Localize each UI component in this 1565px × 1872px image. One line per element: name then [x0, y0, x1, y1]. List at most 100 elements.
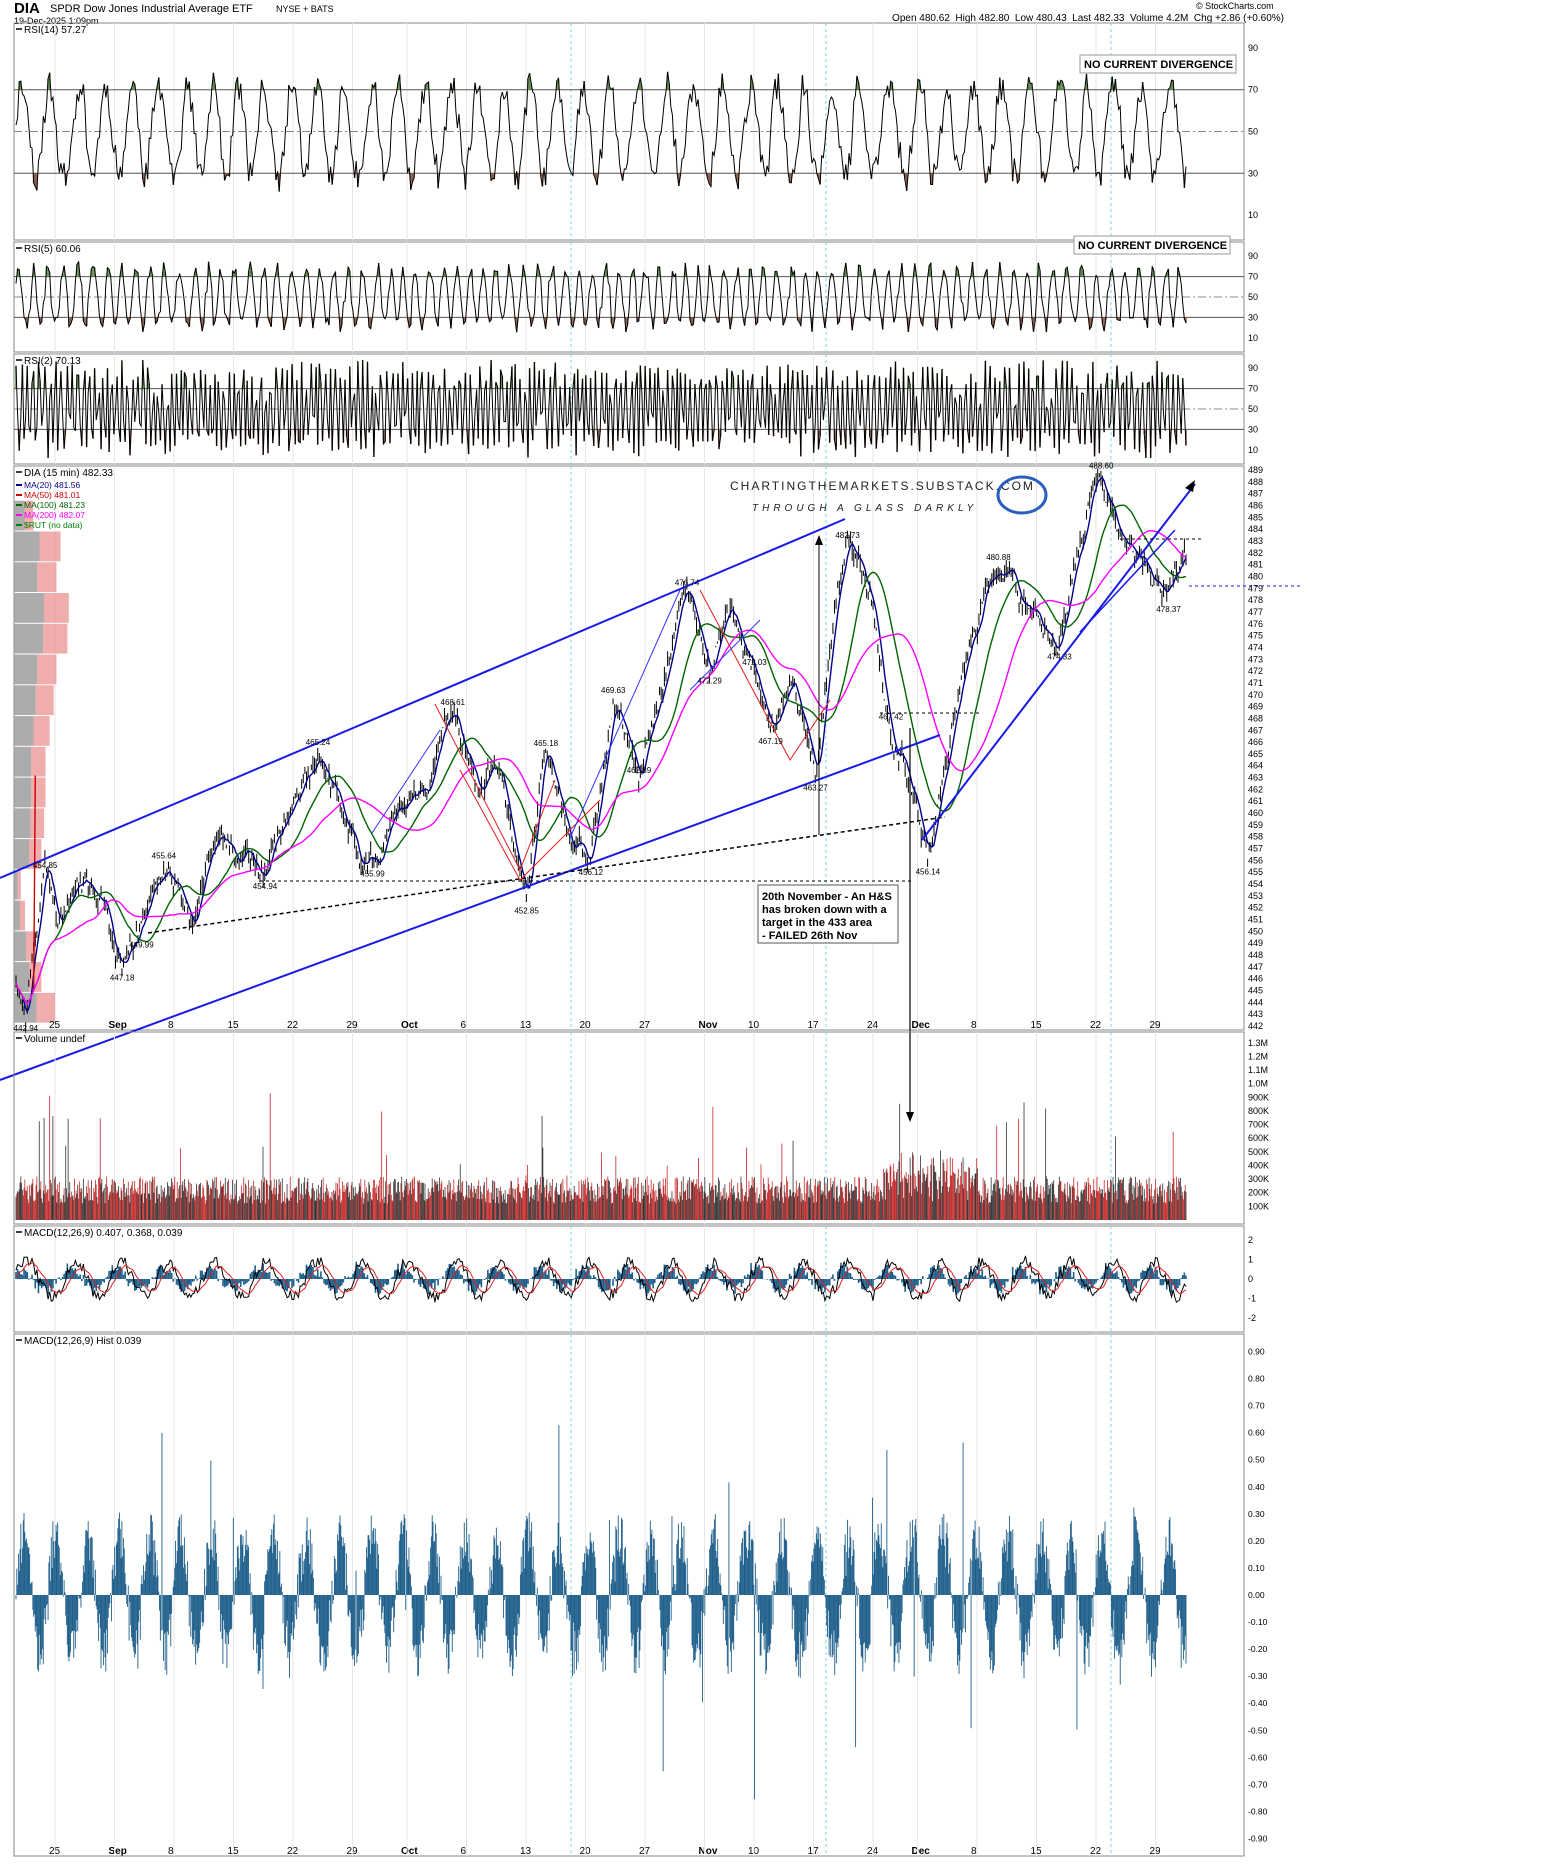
- moving-average-20: [15, 477, 1187, 1014]
- volume-profile-bar: [14, 746, 32, 777]
- volume-profile-bar: [43, 623, 68, 654]
- legend-entry: MA(100) 481.23: [24, 500, 85, 510]
- volume-profile-bar: [31, 777, 46, 808]
- y-tick-label: 465: [1248, 749, 1263, 759]
- y-tick-label: 448: [1248, 950, 1263, 960]
- chart-date: 19-Dec-2025 1:09pm: [14, 16, 99, 26]
- y-tick-label: 90: [1248, 43, 1258, 53]
- x-tick-label: 15: [1031, 1020, 1043, 1031]
- rsi-line: [15, 260, 1187, 333]
- watermark-url: CHARTINGTHEMARKETS.SUBSTACK.COM: [730, 479, 1035, 493]
- security-name: SPDR Dow Jones Industrial Average ETF: [50, 3, 253, 15]
- channel-lower-line: [0, 734, 941, 1081]
- pane-3: 442.94 454.85 447.18 449.99 455.64 454.94 465.…: [0, 462, 1300, 1122]
- x-tick-label: 8: [168, 1846, 174, 1857]
- x-tick-label: 25: [49, 1020, 61, 1031]
- watermark-stockcharts: © StockCharts.com: [1196, 1, 1274, 11]
- price-label: 482.73: [835, 531, 860, 540]
- rsi-line: [15, 359, 1187, 459]
- x-tick-label: 29: [1150, 1020, 1162, 1031]
- price-label: 467.19: [758, 737, 783, 746]
- y-tick-label: 70: [1248, 384, 1258, 394]
- y-tick-label: 1.2M: [1248, 1051, 1268, 1061]
- price-label: 476.74: [675, 578, 700, 587]
- pattern-line-blue: [371, 729, 441, 834]
- y-tick-label: 444: [1248, 997, 1263, 1007]
- y-tick-label: -1: [1248, 1294, 1256, 1304]
- price-title: DIA (15 min) 482.33: [24, 468, 113, 479]
- x-tick-label: Sep: [109, 1020, 127, 1031]
- pane-frame: [13, 1031, 1245, 1225]
- price-label: 456.12: [579, 868, 604, 877]
- y-tick-label: 483: [1248, 536, 1263, 546]
- rsi-line: [15, 71, 1187, 192]
- y-tick-label: 50: [1248, 404, 1258, 414]
- volume-profile-bar: [39, 531, 61, 562]
- divergence-note: NO CURRENT DIVERGENCE: [1078, 240, 1227, 252]
- y-tick-label: 473: [1248, 654, 1263, 664]
- volume-profile-bar: [35, 685, 54, 716]
- hs-annotation-text: has broken down with a: [762, 904, 888, 916]
- y-tick-label: 600K: [1248, 1133, 1269, 1143]
- y-tick-label: 454: [1248, 879, 1263, 889]
- volume-profile-bar: [30, 808, 45, 839]
- moving-average-100: [15, 504, 1187, 1005]
- pattern-line: [434, 703, 556, 872]
- hs-annotation-box: [757, 884, 899, 944]
- x-tick-label: 8: [971, 1020, 977, 1031]
- hs-annotation-text: target in the 433 area: [762, 917, 873, 929]
- x-tick-label: 8: [971, 1846, 977, 1857]
- volume-profile-bar: [14, 716, 34, 746]
- x-tick-label: Nov: [699, 1020, 718, 1031]
- pattern-line: [699, 589, 831, 761]
- y-tick-label: 447: [1248, 962, 1263, 972]
- chart-header: DIA SPDR Dow Jones Industrial Average ET…: [14, 0, 1284, 26]
- price-label: 465.18: [534, 739, 559, 748]
- divergence-box: [1073, 235, 1231, 255]
- y-tick-label: 90: [1248, 251, 1258, 261]
- y-tick-label: 462: [1248, 784, 1263, 794]
- y-tick-label: 70: [1248, 85, 1258, 95]
- y-tick-label: 200K: [1248, 1188, 1269, 1198]
- pane-0: 10 30 50 70 90 RSI(14) 57.27 NO CURRENT DIVERG…: [13, 22, 1258, 241]
- pane-frame: [13, 1333, 1245, 1857]
- pattern-line-blue: [689, 619, 761, 691]
- volume-profile-bar: [14, 931, 26, 962]
- price-label: 472.29: [697, 677, 722, 686]
- price-label: 463.27: [803, 783, 828, 792]
- y-tick-label: 1.1M: [1248, 1065, 1268, 1075]
- x-tick-label: Dec: [912, 1020, 931, 1031]
- x-tick-label: 22: [1090, 1020, 1102, 1031]
- price-label: 456.14: [916, 868, 941, 877]
- y-tick-label: -2: [1248, 1313, 1256, 1323]
- y-tick-label: 463: [1248, 773, 1263, 783]
- volume-profile-bar: [20, 900, 25, 931]
- x-tick-label: 6: [461, 1846, 467, 1857]
- y-tick-label: 484: [1248, 524, 1263, 534]
- macd-line: [15, 1255, 1187, 1304]
- price-label: 447.18: [110, 974, 135, 983]
- y-tick-label: 471: [1248, 678, 1263, 688]
- y-tick-label: 488: [1248, 477, 1263, 487]
- y-tick-label: 50: [1248, 127, 1258, 137]
- x-tick-label: 13: [520, 1020, 532, 1031]
- x-tick-label: 8: [168, 1020, 174, 1031]
- pane-6: -0.90-0.80-0.70-0.60-0.50-0.40-0.30-0.20…: [13, 1333, 1268, 1857]
- price-label: 452.85: [514, 907, 539, 916]
- price-label: 455.99: [360, 870, 385, 879]
- y-tick-label: 470: [1248, 690, 1263, 700]
- watermark-tagline: THROUGH A GLASS DARKLY: [752, 503, 977, 514]
- volume-profile-bar: [14, 869, 18, 900]
- rsi-title: RSI(2) 70.13: [24, 356, 81, 367]
- y-tick-label: 0: [1248, 1274, 1253, 1284]
- y-tick-label: 800K: [1248, 1106, 1269, 1116]
- price-label: 488.60: [1089, 462, 1114, 471]
- volume-profile-bar: [14, 654, 38, 685]
- y-tick-label: 10: [1248, 210, 1258, 220]
- rsi-title: RSI(14) 57.27: [24, 25, 87, 36]
- y-tick-label: 472: [1248, 666, 1263, 676]
- neckline: [147, 816, 946, 934]
- x-tick-label: 29: [347, 1020, 359, 1031]
- price-label: 472.03: [742, 658, 767, 667]
- y-tick-label: 467: [1248, 725, 1263, 735]
